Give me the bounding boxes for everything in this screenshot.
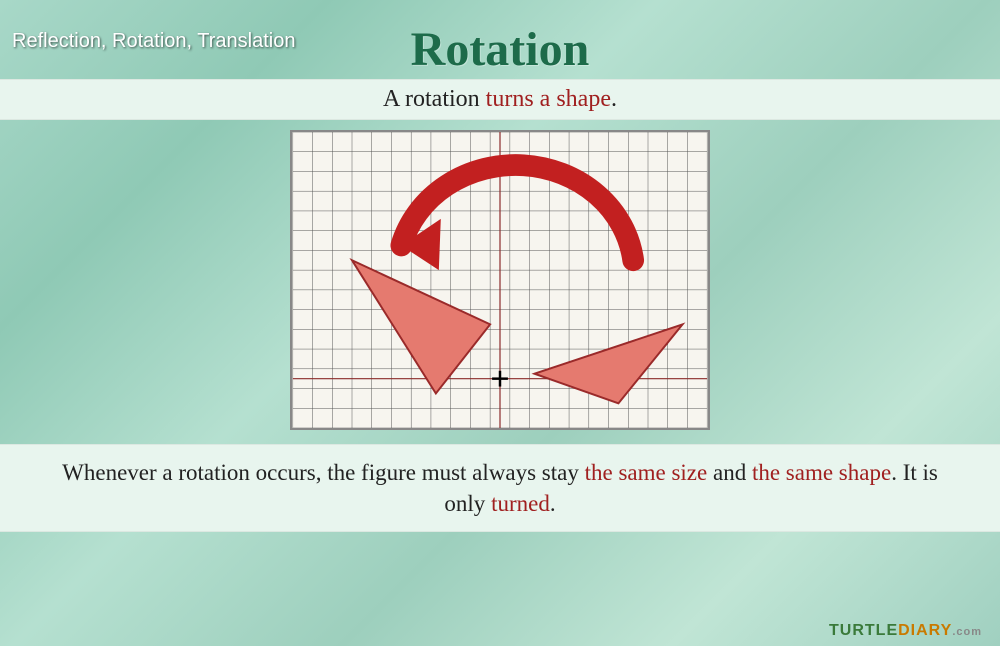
expl-h1: the same size: [585, 460, 708, 485]
rotation-diagram: [290, 130, 710, 430]
watermark-b: DIARY: [898, 622, 952, 639]
watermark-c: .com: [952, 626, 982, 638]
subtitle-suffix: .: [611, 86, 617, 112]
subtitle-band: A rotation turns a shape.: [0, 79, 1000, 120]
diagram-container: [0, 130, 1000, 430]
watermark-a: TURTLE: [829, 622, 898, 639]
expl-h2: the same shape: [752, 460, 891, 485]
subtitle-prefix: A rotation: [383, 86, 486, 112]
expl-p2: and: [707, 460, 752, 485]
expl-p1: Whenever a rotation occurs, the figure m…: [62, 460, 584, 485]
explanation-band: Whenever a rotation occurs, the figure m…: [0, 444, 1000, 532]
breadcrumb: Reflection, Rotation, Translation: [12, 30, 296, 53]
watermark: TURTLEDIARY.com: [829, 622, 982, 640]
expl-h3: turned: [491, 491, 550, 516]
expl-p4: .: [550, 491, 556, 516]
subtitle-highlight: turns a shape: [486, 86, 611, 112]
